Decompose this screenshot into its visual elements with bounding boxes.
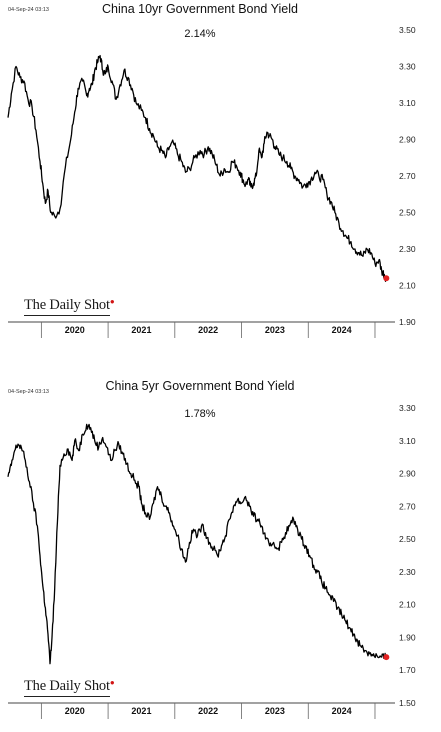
x-tick-label: 2022 [198,706,218,716]
y-tick-label: 3.10 [399,98,416,108]
y-tick-label: 2.70 [399,501,416,511]
logo-underline [24,315,111,316]
y-tick-label: 2.10 [399,281,416,291]
x-tick-label: 2023 [265,325,285,335]
y-tick-label: 1.70 [399,665,416,675]
y-tick-label: 2.90 [399,135,416,145]
x-tick-label: 2023 [265,706,285,716]
y-tick-label: 3.50 [399,25,416,35]
current-value-label: 1.78% [184,408,216,420]
current-value-label: 2.14% [184,28,216,40]
y-tick-label: 2.50 [399,534,416,544]
y-tick-label: 3.30 [399,403,416,413]
x-tick-label: 2024 [332,325,352,335]
y-tick-label: 3.10 [399,436,416,446]
x-tick-label: 2024 [332,706,352,716]
logo-dot-icon: ● [109,297,115,306]
y-tick-label: 1.90 [399,632,416,642]
y-tick-label: 2.30 [399,244,416,254]
logo-underline [24,696,111,697]
y-tick-label: 2.10 [399,600,416,610]
y-tick-label: 2.50 [399,208,416,218]
x-tick-label: 2021 [131,706,151,716]
y-tick-label: 2.70 [399,171,416,181]
logo-text: The Daily Shot [24,297,110,313]
y-tick-label: 3.30 [399,62,416,72]
y-tick-label: 1.50 [399,698,416,708]
timestamp: 04-Sep-24 03:13 [8,7,49,13]
latest-value-marker [383,275,390,282]
timestamp: 04-Sep-24 03:13 [8,389,49,395]
logo-dot-icon: ● [109,678,115,687]
series-line [7,54,387,282]
chart-panel-10yr: 04-Sep-24 03:13 China 10yr Government Bo… [7,2,416,338]
x-tick-label: 2021 [131,325,151,335]
x-tick-label: 2020 [65,325,85,335]
chart-panel-5yr: 04-Sep-24 03:13 China 5yr Government Bon… [0,366,441,732]
line-chart-10yr: 3.50 3.30 3.10 2.90 2.70 2.50 2.30 2.10 1.90 2020… [7,25,416,338]
y-tick-label: 1.90 [399,317,416,327]
latest-value-marker [383,654,390,661]
series-line [7,423,387,665]
y-tick-label: 2.30 [399,567,416,577]
logo-text: The Daily Shot [24,678,110,694]
x-tick-label: 2022 [198,325,218,335]
line-chart-5yr: 3.30 3.10 2.90 2.70 2.50 2.30 2.10 1.90 1.70 1.50… [7,403,416,719]
x-tick-label: 2020 [65,706,85,716]
daily-shot-logo: The Daily Shot● [24,297,115,316]
chart-title: China 10yr Government Bond Yield [102,2,298,16]
daily-shot-logo: The Daily Shot● [24,678,115,697]
chart-title: China 5yr Government Bond Yield [105,379,295,393]
y-tick-label: 2.90 [399,469,416,479]
